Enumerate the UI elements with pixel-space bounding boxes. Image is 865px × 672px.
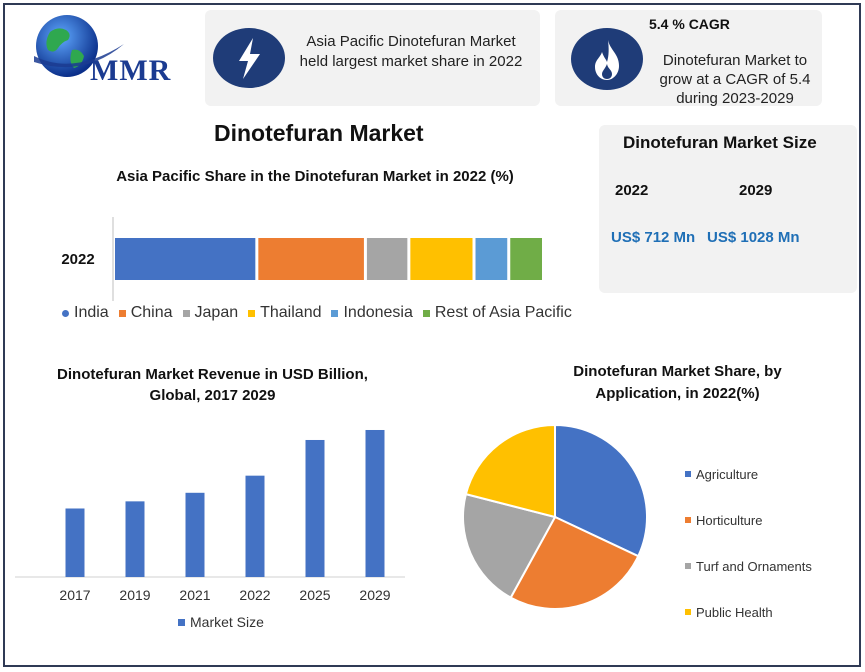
pie-legend-swatch bbox=[685, 471, 691, 477]
revenue-bar-2021 bbox=[185, 492, 205, 577]
revenue-chart-legend: Market Size bbox=[178, 614, 264, 630]
pie-legend-label: Agriculture bbox=[696, 466, 759, 482]
main-title: Dinotefuran Market bbox=[214, 120, 424, 146]
share-segment-india bbox=[115, 238, 256, 280]
pie-legend-label: Public Health bbox=[696, 604, 773, 620]
share-legend-item-china: China bbox=[118, 304, 173, 322]
share-legend-item-thailand: Thailand bbox=[248, 304, 321, 322]
share-segment-indonesia bbox=[475, 238, 508, 280]
share-legend-label: Indonesia bbox=[343, 304, 413, 321]
revenue-bar-chart: 2017 2019 2021 2022 2025 2029 bbox=[15, 429, 405, 603]
cagr-title: 5.4 % CAGR bbox=[649, 16, 730, 32]
pie-slice-turf-and-ornaments bbox=[462, 492, 557, 599]
pie-legend-swatch bbox=[685, 517, 691, 523]
pie-chart-legend: Agriculture Horticulture Turf and Ornament… bbox=[685, 451, 812, 635]
market-size-title: Dinotefuran Market Size bbox=[623, 133, 817, 152]
revenue-tick-2021: 2021 bbox=[179, 587, 210, 603]
revenue-tick-2022: 2022 bbox=[239, 587, 270, 603]
share-legend-label: Rest of Asia Pacific bbox=[434, 304, 572, 321]
share-stacked-bar-chart: 2022 bbox=[61, 217, 542, 301]
revenue-chart-title: Dinotefuran Market Revenue in USD Billio… bbox=[57, 366, 368, 404]
share-legend-swatch bbox=[182, 309, 190, 317]
share-legend-swatch bbox=[62, 309, 69, 317]
globe-icon bbox=[34, 15, 124, 77]
asia-pacific-highlight-text: Asia Pacific Dinotefuran Market held lar… bbox=[299, 33, 523, 70]
revenue-legend-swatch bbox=[178, 618, 185, 626]
pie-legend-swatch bbox=[685, 563, 691, 569]
flame-icon bbox=[571, 28, 643, 90]
revenue-bar-2017 bbox=[65, 508, 85, 577]
revenue-legend-label: Market Size bbox=[190, 614, 264, 630]
share-legend-item-rest-of-asia-pacific: Rest of Asia Pacific bbox=[422, 304, 572, 322]
revenue-tick-2029: 2029 bbox=[359, 587, 390, 603]
share-segment-rest-of-asia-pacific bbox=[510, 238, 542, 280]
cagr-card: 5.4 % CAGR Dinotefuran Market to grow at… bbox=[555, 10, 822, 107]
share-segment-thailand bbox=[410, 238, 473, 280]
share-legend-label: China bbox=[130, 304, 173, 321]
market-size-panel: Dinotefuran Market Size 2022 2029 US$ 71… bbox=[599, 125, 857, 293]
pie-legend-item-public-health: Public Health bbox=[685, 589, 812, 635]
lightning-bolt-icon bbox=[213, 28, 285, 88]
pie-slice-public-health bbox=[464, 423, 556, 519]
revenue-bar-2029 bbox=[365, 429, 385, 577]
application-pie-chart bbox=[462, 423, 648, 610]
share-legend-swatch bbox=[331, 309, 339, 317]
revenue-bar-2019 bbox=[125, 501, 145, 577]
share-segment-china bbox=[258, 238, 364, 280]
pie-slice-agriculture bbox=[554, 423, 648, 558]
share-legend-swatch bbox=[422, 309, 430, 317]
logo-text: MMR bbox=[90, 54, 172, 87]
share-legend-label: Japan bbox=[194, 304, 239, 321]
market-size-year-2022: 2022 bbox=[615, 182, 649, 199]
asia-pacific-highlight-card: Asia Pacific Dinotefuran Market held lar… bbox=[205, 10, 540, 106]
revenue-tick-2025: 2025 bbox=[299, 587, 330, 603]
share-chart-legend: India China Japan Thailand Indonesia Rest of … bbox=[62, 304, 572, 322]
infographic-frame bbox=[3, 3, 861, 667]
revenue-tick-2019: 2019 bbox=[119, 587, 150, 603]
market-size-value-2029: US$ 1028 Mn bbox=[707, 229, 800, 246]
pie-legend-item-turf-and-ornaments: Turf and Ornaments bbox=[685, 543, 812, 589]
mmr-logo: MMR bbox=[30, 10, 190, 90]
share-category-label: 2022 bbox=[61, 251, 94, 268]
share-chart-title: Asia Pacific Share in the Dinotefuran Ma… bbox=[116, 168, 514, 185]
share-legend-swatch bbox=[248, 309, 256, 317]
pie-legend-label: Horticulture bbox=[696, 512, 763, 528]
cagr-text: Dinotefuran Market to grow at a CAGR of … bbox=[659, 52, 811, 107]
share-legend-item-india: India bbox=[62, 304, 109, 322]
pie-legend-item-agriculture: Agriculture bbox=[685, 451, 812, 497]
share-legend-label: India bbox=[74, 304, 109, 321]
market-size-value-2022: US$ 712 Mn bbox=[611, 229, 696, 246]
revenue-bar-2025 bbox=[305, 439, 325, 577]
revenue-bar-2022 bbox=[245, 475, 265, 577]
share-legend-swatch bbox=[118, 309, 126, 317]
pie-chart-title: Dinotefuran Market Share, by Application… bbox=[573, 363, 782, 402]
share-segment-japan bbox=[366, 238, 408, 280]
share-legend-item-indonesia: Indonesia bbox=[331, 304, 413, 322]
share-legend-item-japan: Japan bbox=[182, 304, 239, 322]
pie-legend-swatch bbox=[685, 609, 691, 615]
market-size-year-2029: 2029 bbox=[739, 182, 773, 199]
pie-legend-label: Turf and Ornaments bbox=[696, 558, 812, 574]
pie-legend-item-horticulture: Horticulture bbox=[685, 497, 812, 543]
share-legend-label: Thailand bbox=[260, 304, 322, 321]
revenue-tick-2017: 2017 bbox=[59, 587, 90, 603]
